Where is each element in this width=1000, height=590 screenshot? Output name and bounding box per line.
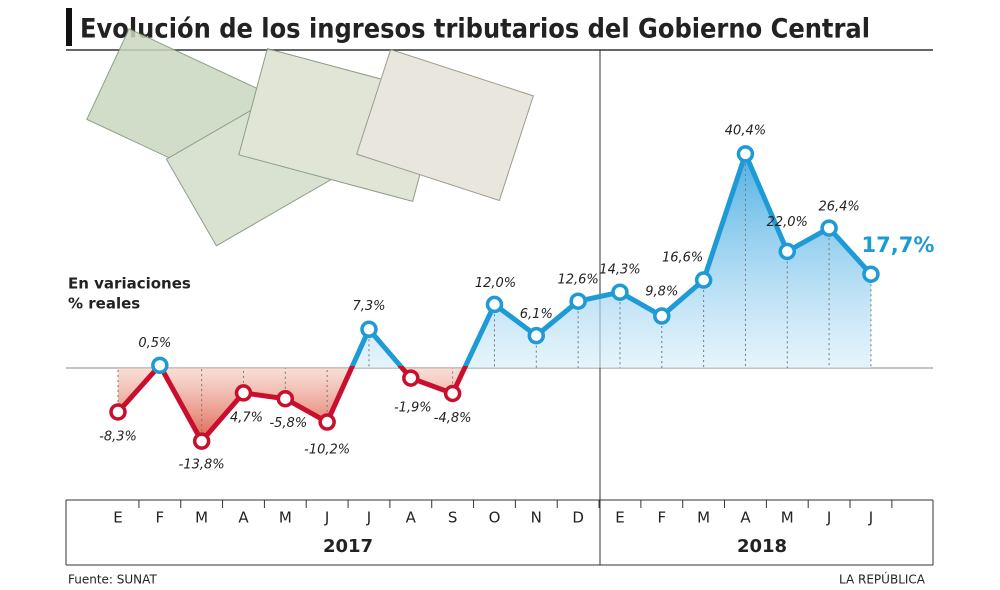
point xyxy=(569,292,587,310)
data-label: 16,6% xyxy=(662,251,703,266)
x-tick-label: A xyxy=(406,509,417,527)
data-label: -8,3% xyxy=(99,429,137,444)
data-label: 12,6% xyxy=(557,273,598,288)
y-label: % reales xyxy=(68,295,140,313)
data-label: 0,5% xyxy=(138,336,171,351)
point xyxy=(527,326,546,345)
data-label: -1,9% xyxy=(394,401,432,416)
x-tick-label: S xyxy=(448,509,458,527)
data-label: 4,7% xyxy=(230,410,263,425)
data-label: 7,3% xyxy=(352,299,385,314)
x-tick-label: A xyxy=(740,509,751,527)
x-tick-label: F xyxy=(156,509,165,527)
data-label: 17,7% xyxy=(862,233,935,257)
x-tick-label: D xyxy=(572,509,584,527)
x-tick-label: E xyxy=(615,509,624,527)
year-label: 2017 xyxy=(323,536,373,557)
x-tick-label: A xyxy=(238,509,249,527)
year-label: 2018 xyxy=(737,536,787,557)
y-label: En variaciones xyxy=(68,275,191,293)
x-tick-label: J xyxy=(324,509,329,527)
point xyxy=(192,432,211,450)
data-label: -5,8% xyxy=(269,416,307,431)
x-tick-label: J xyxy=(868,509,873,527)
x-tick-label: O xyxy=(489,509,501,527)
x-tick-label: F xyxy=(657,509,666,527)
point xyxy=(820,219,838,237)
data-label: 26,4% xyxy=(818,200,859,215)
point xyxy=(778,242,797,261)
point xyxy=(276,389,295,408)
point xyxy=(318,413,336,431)
point xyxy=(611,283,629,301)
x-tick-label: J xyxy=(826,509,831,527)
point xyxy=(234,384,253,402)
data-label: 6,1% xyxy=(520,307,553,322)
x-tick-label: M xyxy=(781,509,794,527)
data-label: 22,0% xyxy=(767,215,808,230)
data-label: 14,3% xyxy=(599,263,640,278)
point xyxy=(151,356,169,375)
banknotes xyxy=(86,28,534,247)
point xyxy=(653,307,671,325)
credit: LA REPÚBLICA xyxy=(839,572,926,587)
point xyxy=(360,320,378,339)
x-tick-label: M xyxy=(697,509,710,527)
chart-title: Evolución de los ingresos tributarios de… xyxy=(80,14,870,45)
data-label: 12,0% xyxy=(475,276,516,291)
title-bar xyxy=(66,8,72,46)
point xyxy=(694,271,713,289)
point xyxy=(485,295,504,314)
point xyxy=(443,384,462,403)
point xyxy=(862,265,880,283)
point xyxy=(402,369,420,387)
x-tick-label: J xyxy=(366,509,371,527)
data-label: -13,8% xyxy=(179,458,225,473)
banknote xyxy=(356,48,534,202)
x-tick-label: M xyxy=(195,509,208,527)
data-label: 40,4% xyxy=(725,123,766,138)
point xyxy=(109,403,127,421)
data-label: 9,8% xyxy=(645,285,678,300)
source: Fuente: SUNAT xyxy=(68,573,157,587)
data-label: -10,2% xyxy=(304,443,350,458)
x-tick-label: M xyxy=(279,509,292,527)
data-label: -4,8% xyxy=(434,411,472,426)
x-tick-label: N xyxy=(531,509,542,527)
point xyxy=(736,145,755,163)
area xyxy=(118,153,871,442)
x-tick-label: E xyxy=(113,509,122,527)
